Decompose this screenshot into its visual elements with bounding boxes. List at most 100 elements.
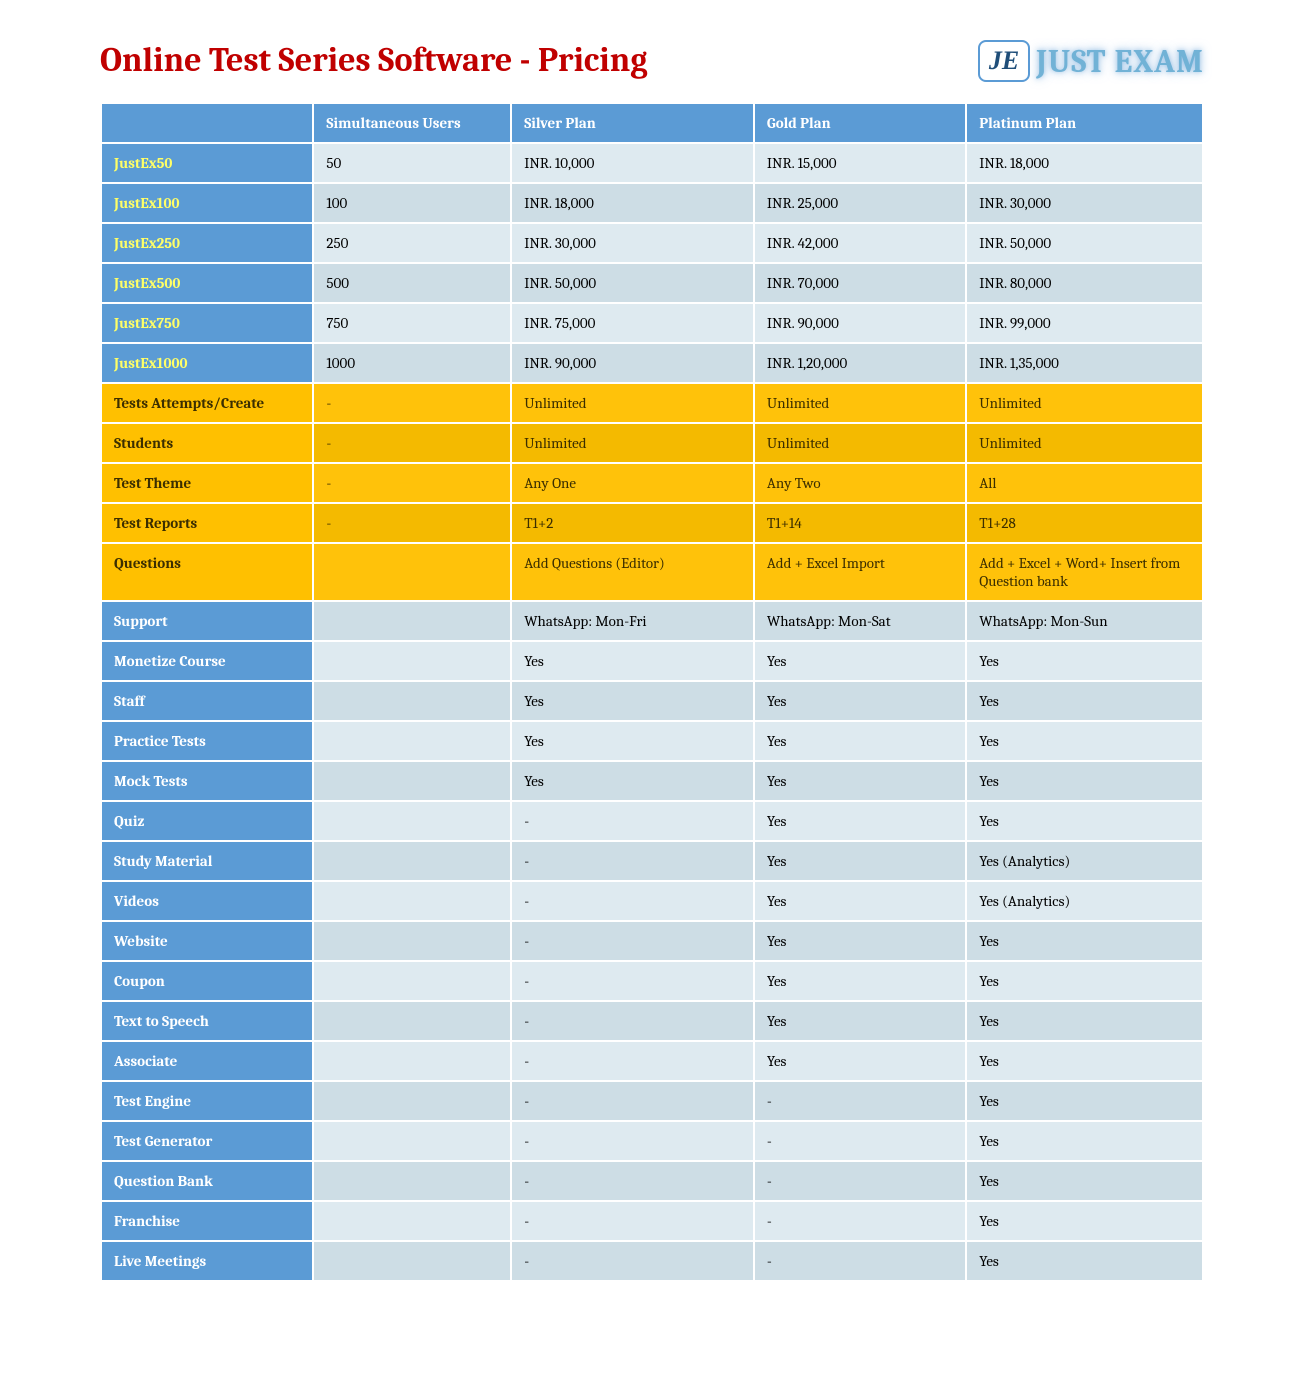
cell: INR. 99,000 <box>966 303 1203 343</box>
table-header-row: Simultaneous Users Silver Plan Gold Plan… <box>101 103 1203 143</box>
table-row: Test Reports-T1+2T1+14T1+28 <box>101 503 1203 543</box>
cell: Yes <box>966 1081 1203 1121</box>
cell: Yes (Analytics) <box>966 881 1203 921</box>
col-header: Silver Plan <box>511 103 754 143</box>
cell: - <box>511 801 754 841</box>
cell: Yes <box>966 1041 1203 1081</box>
cell: - <box>754 1161 966 1201</box>
row-label: JustEx750 <box>101 303 313 343</box>
row-label: JustEx500 <box>101 263 313 303</box>
table-row: Text to Speech-YesYes <box>101 1001 1203 1041</box>
cell: 500 <box>313 263 511 303</box>
cell: Yes <box>754 801 966 841</box>
row-label: Mock Tests <box>101 761 313 801</box>
cell: Yes <box>511 641 754 681</box>
cell: Yes <box>754 961 966 1001</box>
table-row: Question Bank--Yes <box>101 1161 1203 1201</box>
cell: INR. 70,000 <box>754 263 966 303</box>
table-row: JustEx500500INR. 50,000INR. 70,000INR. 8… <box>101 263 1203 303</box>
cell: WhatsApp: Mon-Sat <box>754 601 966 641</box>
cell <box>313 681 511 721</box>
cell: Yes <box>754 721 966 761</box>
table-row: Associate-YesYes <box>101 1041 1203 1081</box>
cell: - <box>313 423 511 463</box>
cell: INR. 42,000 <box>754 223 966 263</box>
cell: - <box>313 463 511 503</box>
cell: INR. 90,000 <box>511 343 754 383</box>
cell: Yes <box>754 1041 966 1081</box>
cell <box>313 1081 511 1121</box>
row-label: Associate <box>101 1041 313 1081</box>
cell: Yes <box>754 761 966 801</box>
table-row: JustEx750750INR. 75,000INR. 90,000INR. 9… <box>101 303 1203 343</box>
cell: Unlimited <box>511 423 754 463</box>
pricing-table: Simultaneous Users Silver Plan Gold Plan… <box>100 102 1204 1282</box>
cell: WhatsApp: Mon-Fri <box>511 601 754 641</box>
cell: 50 <box>313 143 511 183</box>
cell: All <box>966 463 1203 503</box>
table-row: Coupon-YesYes <box>101 961 1203 1001</box>
cell: INR. 80,000 <box>966 263 1203 303</box>
row-label: Test Engine <box>101 1081 313 1121</box>
cell: - <box>511 1201 754 1241</box>
table-row: Students-UnlimitedUnlimitedUnlimited <box>101 423 1203 463</box>
row-label: Text to Speech <box>101 1001 313 1041</box>
row-label: Study Material <box>101 841 313 881</box>
table-row: Practice TestsYesYesYes <box>101 721 1203 761</box>
table-row: SupportWhatsApp: Mon-FriWhatsApp: Mon-Sa… <box>101 601 1203 641</box>
cell: - <box>754 1081 966 1121</box>
table-row: JustEx10001000INR. 90,000INR. 1,20,000IN… <box>101 343 1203 383</box>
cell: INR. 18,000 <box>511 183 754 223</box>
table-row: Test Engine--Yes <box>101 1081 1203 1121</box>
cell: - <box>313 383 511 423</box>
cell: Yes <box>754 921 966 961</box>
cell: Yes <box>966 1241 1203 1281</box>
cell: Yes <box>966 641 1203 681</box>
table-row: Quiz-YesYes <box>101 801 1203 841</box>
row-label: Staff <box>101 681 313 721</box>
row-label: Franchise <box>101 1201 313 1241</box>
cell: - <box>511 1081 754 1121</box>
cell: Unlimited <box>966 383 1203 423</box>
cell: - <box>511 1161 754 1201</box>
cell: Yes <box>754 641 966 681</box>
cell <box>313 543 511 601</box>
cell: INR. 90,000 <box>754 303 966 343</box>
row-label: Test Reports <box>101 503 313 543</box>
cell: INR. 18,000 <box>966 143 1203 183</box>
cell <box>313 1041 511 1081</box>
row-label: Practice Tests <box>101 721 313 761</box>
table-row: JustEx5050INR. 10,000INR. 15,000INR. 18,… <box>101 143 1203 183</box>
cell: Unlimited <box>966 423 1203 463</box>
cell: INR. 1,20,000 <box>754 343 966 383</box>
row-label: Question Bank <box>101 1161 313 1201</box>
row-label: Videos <box>101 881 313 921</box>
cell: Yes <box>966 801 1203 841</box>
cell <box>313 801 511 841</box>
cell <box>313 921 511 961</box>
cell: - <box>511 1121 754 1161</box>
cell: T1+28 <box>966 503 1203 543</box>
table-row: Monetize CourseYesYesYes <box>101 641 1203 681</box>
cell: INR. 75,000 <box>511 303 754 343</box>
cell: Yes <box>511 681 754 721</box>
page-title: Online Test Series Software - Pricing <box>100 40 648 80</box>
cell <box>313 881 511 921</box>
cell <box>313 601 511 641</box>
cell: - <box>511 921 754 961</box>
row-label: Coupon <box>101 961 313 1001</box>
cell: Yes <box>511 761 754 801</box>
cell: INR. 30,000 <box>966 183 1203 223</box>
page-header: Online Test Series Software - Pricing JE… <box>100 40 1204 82</box>
logo-badge-icon: JE <box>978 40 1030 82</box>
row-label: Students <box>101 423 313 463</box>
cell: INR. 50,000 <box>511 263 754 303</box>
cell: Yes <box>966 721 1203 761</box>
table-row: Franchise--Yes <box>101 1201 1203 1241</box>
row-label: JustEx1000 <box>101 343 313 383</box>
cell: - <box>511 841 754 881</box>
table-row: QuestionsAdd Questions (Editor)Add + Exc… <box>101 543 1203 601</box>
col-header: Gold Plan <box>754 103 966 143</box>
cell <box>313 1121 511 1161</box>
cell: Yes <box>511 721 754 761</box>
